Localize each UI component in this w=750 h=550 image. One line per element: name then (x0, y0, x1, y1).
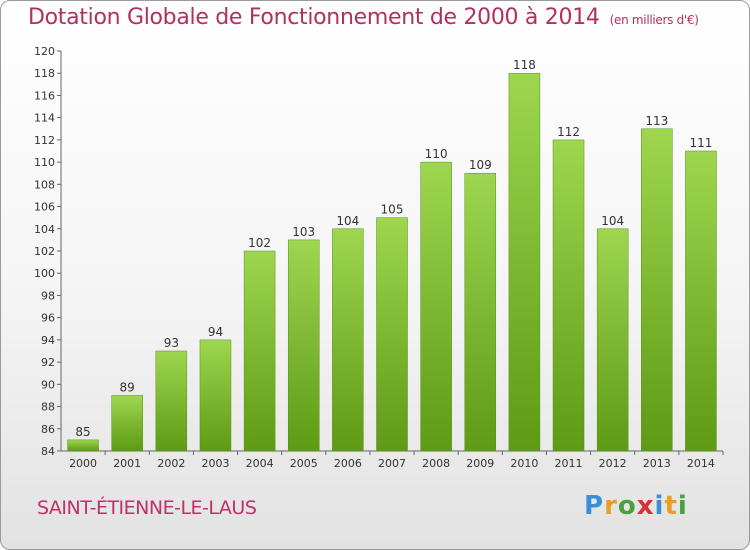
y-tick-label: 92 (41, 356, 55, 369)
y-tick-label: 112 (34, 134, 55, 147)
chart-bars: 85 89 93 94 102 103 104 105 110 109 118 112 104 113 11… (67, 58, 717, 452)
x-tick-label: 2003 (201, 457, 229, 470)
bar-value-label: 113 (645, 114, 668, 128)
x-tick-label: 2008 (422, 457, 450, 470)
bar (420, 161, 452, 452)
bar-value-label: 93 (164, 336, 179, 350)
x-tick-label: 2000 (69, 457, 97, 470)
y-tick-label: 84 (41, 445, 55, 458)
y-tick-label: 120 (34, 45, 55, 58)
bar (376, 217, 408, 452)
bar (641, 128, 673, 452)
y-tick-label: 110 (34, 156, 55, 169)
proxiti-logo: Proxiti (584, 491, 688, 521)
bar-value-label: 118 (513, 58, 536, 72)
bar (199, 339, 232, 452)
bar-value-label: 111 (689, 136, 712, 150)
x-tick-label: 2012 (599, 457, 627, 470)
bar-value-label: 104 (336, 214, 359, 228)
y-tick-label: 88 (41, 401, 55, 414)
bar (596, 228, 629, 452)
y-tick-label: 108 (34, 178, 55, 191)
bar (508, 72, 541, 452)
bar (464, 172, 497, 452)
bar (685, 150, 717, 452)
bar (67, 439, 99, 452)
chart-axes: 84 86 88 90 92 94 96 98 100 102 104 106 108 110 112 114… (34, 45, 724, 470)
bar-value-label: 104 (601, 214, 624, 228)
bar-value-label: 109 (469, 158, 492, 172)
bar (552, 139, 585, 452)
bar (155, 350, 188, 452)
y-tick-label: 94 (41, 334, 55, 347)
bar (111, 395, 143, 452)
bar-value-label: 110 (425, 147, 448, 161)
bar-value-label: 103 (292, 225, 315, 239)
x-tick-label: 2010 (510, 457, 538, 470)
y-tick-label: 98 (41, 289, 55, 302)
x-tick-label: 2009 (466, 457, 494, 470)
x-tick-label: 2014 (687, 457, 715, 470)
x-tick-label: 2013 (643, 457, 671, 470)
x-tick-label: 2001 (113, 457, 141, 470)
y-tick-label: 118 (34, 67, 55, 80)
x-tick-label: 2011 (555, 457, 583, 470)
y-tick-label: 116 (34, 89, 55, 102)
bar-value-label: 112 (557, 125, 580, 139)
title-text: Dotation Globale de Fonctionnement de 20… (28, 5, 600, 30)
y-tick-label: 90 (41, 378, 55, 391)
chart-title: Dotation Globale de Fonctionnement de 20… (28, 5, 699, 30)
y-tick-label: 114 (34, 112, 55, 125)
bar-value-label: 94 (208, 325, 223, 339)
commune-name: SAINT-ÉTIENNE-LE-LAUS (37, 497, 257, 519)
bar-value-label: 89 (120, 380, 135, 394)
x-tick-label: 2006 (334, 457, 362, 470)
y-tick-label: 104 (34, 223, 55, 236)
chart-subtitle: (en milliers d'€) (609, 13, 699, 27)
bar-value-label: 102 (248, 236, 271, 250)
x-tick-label: 2004 (246, 457, 274, 470)
y-tick-label: 100 (34, 267, 55, 280)
y-tick-label: 102 (34, 245, 55, 258)
bar (287, 239, 320, 452)
y-tick-label: 96 (41, 312, 55, 325)
x-tick-label: 2002 (157, 457, 185, 470)
y-tick-label: 106 (34, 201, 55, 214)
x-tick-label: 2005 (290, 457, 318, 470)
bar (243, 250, 276, 452)
bar-value-label: 105 (381, 203, 404, 217)
y-tick-label: 86 (41, 423, 55, 436)
bar (332, 228, 364, 452)
bar-value-label: 85 (75, 425, 90, 439)
x-tick-label: 2007 (378, 457, 406, 470)
